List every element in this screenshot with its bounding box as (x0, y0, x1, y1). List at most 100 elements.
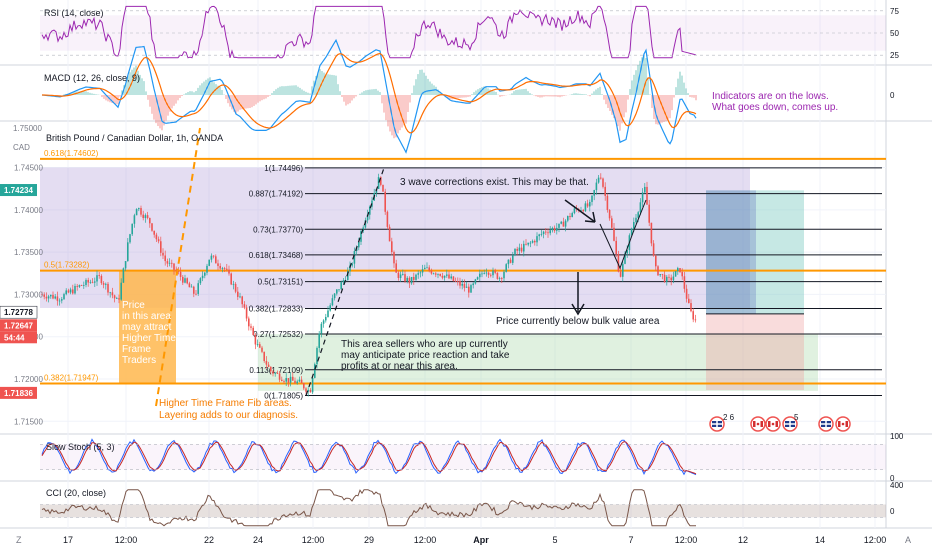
macd-hist-bar (257, 95, 259, 103)
price-tick-label: 1.72000 (14, 375, 43, 384)
macd-hist-bar (455, 95, 457, 99)
macd-hist-bar (349, 95, 351, 104)
macd-hist-bar (681, 75, 683, 95)
gb-flag-icon[interactable] (709, 416, 725, 432)
position-tool[interactable] (706, 190, 804, 391)
rsi-line (41, 5, 697, 59)
macd-hist-bar (669, 95, 671, 119)
macd-hist-bar (269, 95, 271, 96)
candle-body (199, 278, 202, 284)
candle-body (204, 272, 206, 276)
macd-hist-bar (255, 95, 257, 105)
candle-body (395, 263, 397, 273)
macd-hist-bar (447, 95, 449, 99)
stoch-panel: Slow Stoch (5, 3) 100 0 (40, 432, 904, 483)
macd-hist-bar (413, 85, 415, 95)
macd-hist-bar (325, 73, 327, 95)
ca-flag-icon-2[interactable] (765, 416, 781, 432)
price-badge (0, 331, 37, 344)
cci-title[interactable]: CCI (20, close) (46, 488, 106, 498)
macd-hist-bar (265, 95, 267, 99)
macd-hist-bar (389, 95, 391, 132)
candle-body (360, 231, 362, 242)
timezone-glyph[interactable]: Z (16, 535, 22, 545)
stoch-title[interactable]: Slow Stoch (5, 3) (46, 442, 115, 452)
macd-hist-bar (511, 93, 513, 95)
candle-body (580, 209, 582, 211)
candle-body (547, 232, 549, 234)
macd-hist-bar (615, 95, 617, 121)
candle-body (164, 255, 166, 262)
candle-body (545, 231, 547, 233)
candle-body (241, 296, 243, 305)
candle-body (622, 263, 624, 277)
macd-hist-bar (439, 91, 441, 95)
candle-body (573, 208, 576, 214)
candle-body (564, 220, 567, 227)
time-axis[interactable]: 17 12:00 22 24 12:00 29 12:00 Apr 5 7 12:00 12 14 12:… (63, 535, 886, 545)
macd-hist-bar (633, 74, 635, 95)
ca-flag-icon-3[interactable] (835, 416, 851, 432)
auto-scale-glyph[interactable]: A (905, 535, 911, 545)
macd-hist-bar (379, 92, 381, 95)
candle-body (417, 273, 419, 275)
candle-body (96, 275, 98, 282)
time-tick-label: 12:00 (864, 535, 887, 545)
macd-hist-bar (523, 89, 525, 95)
macd-hist-bar (375, 88, 377, 95)
candle-body (153, 230, 155, 235)
macd-hist-bar (475, 90, 477, 95)
candle-body (479, 273, 481, 278)
macd-hist-bar (549, 95, 551, 97)
candle-body (410, 276, 413, 284)
ca-flag-icon[interactable] (750, 416, 766, 432)
event-icons[interactable]: 2 6 5 (709, 413, 851, 432)
candle-body (655, 255, 657, 267)
macd-hist-bar (243, 95, 245, 109)
candle-body (496, 272, 499, 279)
price-badge (0, 386, 37, 399)
macd-hist-bar (351, 95, 353, 101)
macd-hist-bar (93, 93, 95, 95)
candle-body (567, 215, 569, 221)
htf-fib-levels[interactable]: 0.618(1.74602) 0.5(1.73282) 0.382(1.71947) (40, 149, 886, 385)
candle-body (597, 177, 600, 183)
macd-hist-bar (469, 95, 471, 97)
trend-drawings[interactable] (155, 127, 647, 407)
candle-body (228, 269, 230, 274)
candle-body (679, 268, 681, 273)
macd-hist-bar (557, 95, 559, 97)
candle-body (663, 274, 666, 282)
candle-body (487, 272, 490, 275)
rsi-tick-label: 50 (890, 29, 899, 38)
macd-hist-bar (329, 74, 331, 95)
candle-body (296, 381, 298, 384)
candle-body (659, 274, 661, 276)
macd-hist-bar (647, 78, 649, 95)
candle-body (278, 373, 281, 380)
candle-body (69, 289, 72, 293)
price-badge-label: 54:44 (4, 333, 25, 342)
candle-body (263, 351, 265, 362)
time-tick-label: 12:00 (675, 535, 698, 545)
macd-hist-bar (135, 65, 137, 95)
macd-hist-bar (461, 95, 463, 98)
macd-hist-bar (225, 95, 227, 99)
candle-body (476, 277, 479, 280)
candle-body (177, 271, 180, 272)
time-tick-label: 17 (63, 535, 73, 545)
rsi-title[interactable]: RSI (14, close) (44, 8, 104, 18)
htf-note-line2: in this area (122, 311, 171, 322)
macd-hist-bar (209, 77, 211, 95)
price-badge-label: 1.72647 (4, 321, 33, 330)
candle-body (322, 320, 325, 324)
candle-body (232, 283, 235, 285)
macd-title[interactable]: MACD (12, 26, close, 9) (44, 73, 140, 83)
gb-flag-icon-2[interactable] (782, 416, 798, 432)
macd-hist-bar (629, 89, 631, 95)
candle-body (536, 236, 538, 243)
candle-body (674, 271, 677, 277)
price-chart-title[interactable]: British Pound / Canadian Dollar, 1h, OAN… (46, 133, 223, 143)
gb-flag-icon-3[interactable] (818, 416, 834, 432)
